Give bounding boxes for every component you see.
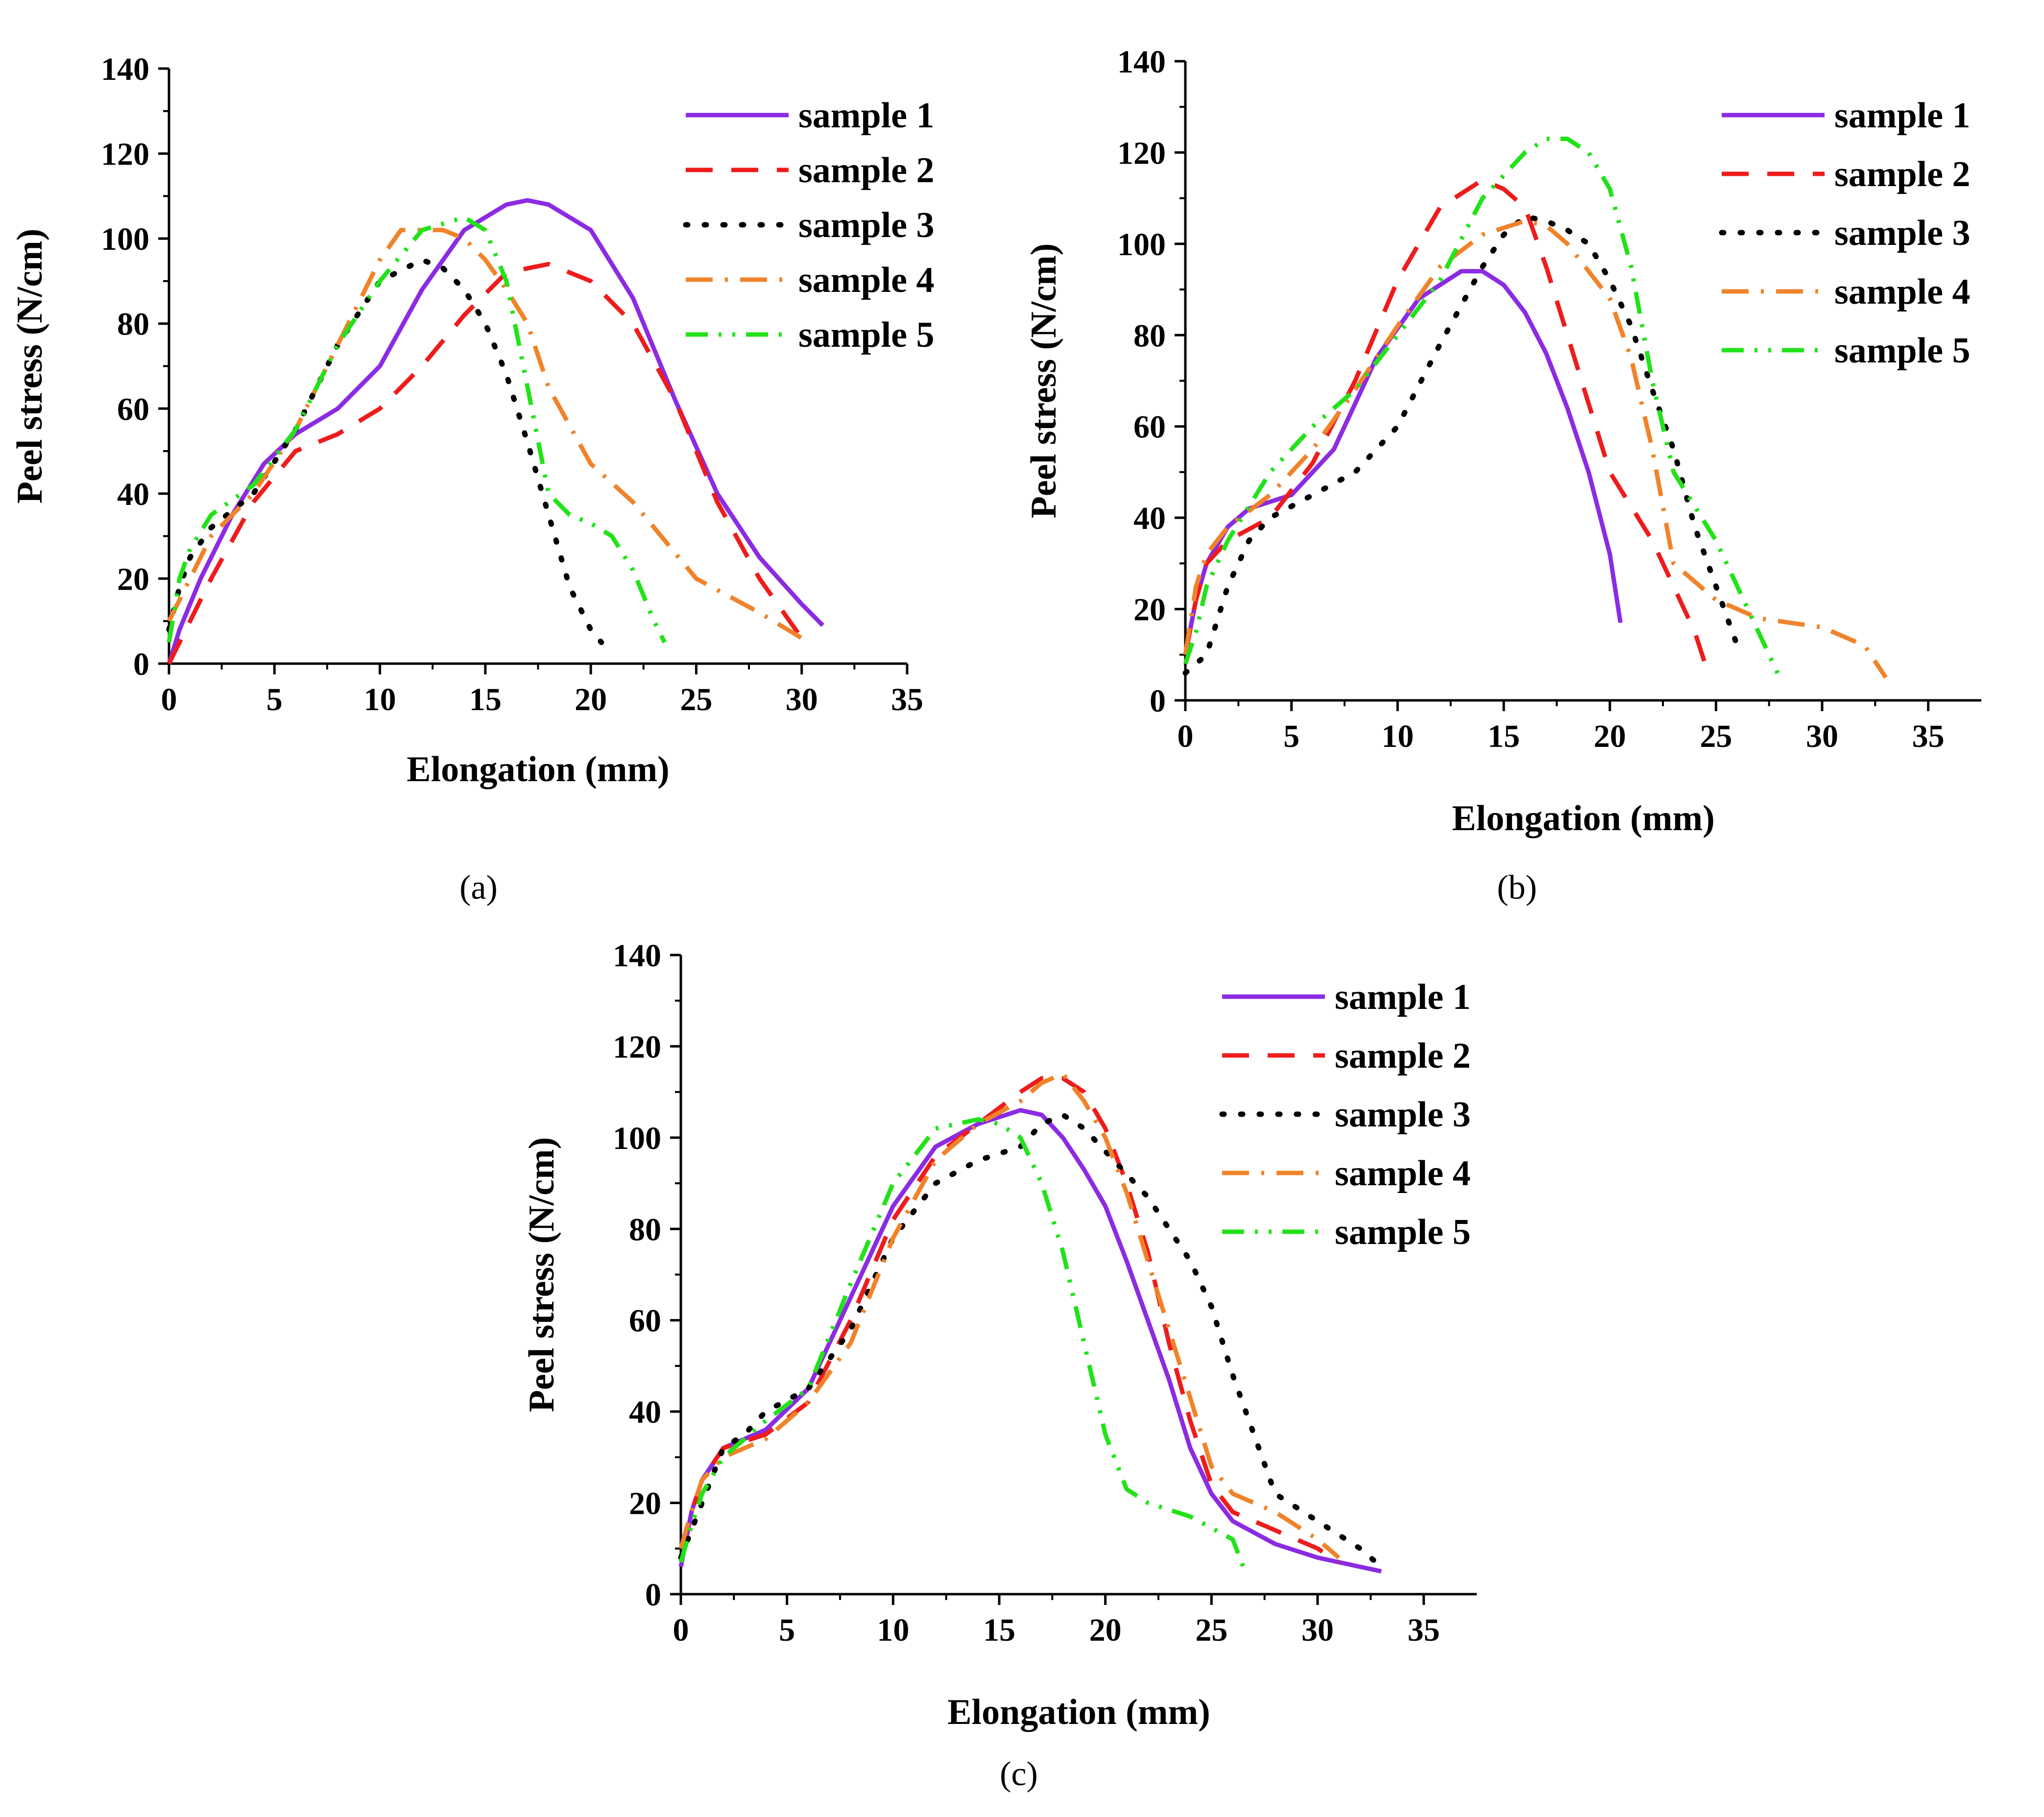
y-axis-title: Peel stress (N/cm) — [522, 1137, 562, 1412]
panel-caption: (b) — [1497, 869, 1537, 907]
legend-label-sample-1: sample 1 — [1335, 977, 1471, 1017]
y-tick-label: 120 — [613, 1029, 661, 1065]
panel-caption: (c) — [1000, 1755, 1038, 1793]
legend-label-sample-2: sample 2 — [798, 150, 935, 191]
x-tick-label: 5 — [266, 682, 283, 717]
x-tick-label: 35 — [1912, 718, 1945, 754]
x-tick-label: 0 — [1178, 718, 1194, 754]
x-axis-title: Elongation (mm) — [1452, 798, 1715, 838]
y-tick-label: 100 — [101, 221, 149, 257]
y-tick-label: 60 — [629, 1303, 661, 1339]
series-line-sample-5 — [167, 215, 667, 644]
x-tick-label: 25 — [1195, 1612, 1227, 1648]
legend-label-sample-5: sample 5 — [798, 315, 935, 355]
x-tick-label: 35 — [891, 682, 923, 717]
series-line-sample-1 — [678, 1108, 1382, 1574]
series-line-sample-4 — [678, 1071, 1341, 1559]
y-tick-label: 140 — [1117, 44, 1166, 80]
legend-label-sample-1: sample 1 — [1834, 96, 1971, 136]
panel-c: 0 5 10 15 20 25 30 35 0 20 40 60 80 100 120 140 Elongati… — [522, 938, 1477, 1793]
series-line-sample-4 — [167, 228, 803, 640]
y-tick-label: 100 — [613, 1121, 661, 1156]
legend: sample 1 sample 2 sample 3 sample 4 sample 5 — [1719, 96, 1971, 371]
x-tick-label: 30 — [1301, 1612, 1334, 1648]
y-tick-label: 0 — [133, 646, 149, 682]
legend: sample 1 sample 2 sample 3 sample 4 sample 5 — [1219, 977, 1471, 1252]
x-tick-label: 10 — [1381, 718, 1414, 754]
series-line-sample-4 — [1183, 218, 1888, 679]
legend-label-sample-2: sample 2 — [1834, 154, 1971, 194]
x-tick-label: 35 — [1408, 1612, 1440, 1648]
legend-label-sample-3: sample 3 — [798, 205, 935, 245]
legend: sample 1 sample 2 sample 3 sample 4 sample 5 — [683, 96, 935, 355]
x-tick-label: 30 — [786, 682, 818, 717]
x-tick-label: 25 — [680, 682, 712, 717]
legend-label-sample-3: sample 3 — [1834, 213, 1971, 253]
y-tick-label: 40 — [1133, 501, 1166, 536]
x-tick-label: 20 — [1594, 718, 1626, 754]
legend-label-sample-1: sample 1 — [798, 96, 935, 136]
x-tick-label: 30 — [1806, 718, 1838, 754]
x-axis-title: Elongation (mm) — [407, 749, 670, 789]
series-line-sample-5 — [678, 1117, 1246, 1568]
legend-label-sample-3: sample 3 — [1335, 1095, 1471, 1135]
x-tick-label: 10 — [877, 1612, 909, 1648]
x-axis-title: Elongation (mm) — [947, 1692, 1210, 1732]
series-line-sample-2 — [167, 262, 804, 665]
y-tick-label: 0 — [645, 1577, 661, 1613]
series-line-sample-1 — [167, 198, 824, 665]
legend-label-sample-4: sample 4 — [1834, 272, 1971, 312]
y-tick-label: 60 — [117, 391, 149, 427]
x-tick-label: 15 — [1488, 718, 1520, 754]
series-line-sample-2 — [678, 1076, 1340, 1564]
x-tick-label: 20 — [1089, 1612, 1122, 1648]
x-tick-label: 5 — [1283, 718, 1299, 754]
y-tick-label: 60 — [1133, 409, 1166, 445]
y-tick-label: 40 — [629, 1394, 661, 1430]
x-tick-label: 25 — [1700, 718, 1732, 754]
panel-caption: (a) — [459, 869, 498, 907]
y-axis-title: Peel stress (N/cm) — [1024, 243, 1064, 519]
legend-label-sample-5: sample 5 — [1335, 1212, 1471, 1252]
legend-label-sample-5: sample 5 — [1834, 331, 1971, 371]
x-tick-label: 10 — [364, 682, 396, 717]
y-tick-label: 140 — [613, 938, 661, 974]
y-tick-label: 80 — [1133, 318, 1166, 354]
series-line-sample-3 — [1182, 214, 1740, 676]
y-tick-label: 120 — [1117, 135, 1166, 171]
x-tick-label: 15 — [983, 1612, 1015, 1648]
y-tick-label: 20 — [629, 1486, 661, 1522]
y-tick-label: 80 — [117, 307, 149, 342]
y-tick-label: 80 — [629, 1212, 661, 1247]
y-axis-title: Peel stress (N/cm) — [10, 229, 50, 504]
y-tick-label: 0 — [1150, 683, 1166, 719]
legend-label-sample-2: sample 2 — [1335, 1036, 1471, 1076]
y-tick-label: 20 — [1133, 592, 1166, 628]
y-tick-label: 140 — [101, 51, 149, 87]
panel-a: 0 5 10 15 20 25 30 35 0 20 40 60 80 100 120 140 Elongati… — [10, 51, 935, 907]
y-tick-label: 100 — [1117, 227, 1166, 263]
legend-label-sample-4: sample 4 — [798, 260, 935, 300]
legend-label-sample-4: sample 4 — [1335, 1153, 1471, 1194]
x-tick-label: 5 — [779, 1612, 795, 1648]
x-tick-label: 0 — [161, 682, 177, 717]
series-line-sample-5 — [1183, 137, 1782, 679]
panel-b: 0 5 10 15 20 25 30 35 0 20 40 60 80 100 120 140 Elongati… — [1024, 44, 1981, 907]
y-tick-label: 20 — [117, 561, 149, 597]
x-tick-label: 0 — [673, 1612, 689, 1648]
x-tick-label: 15 — [469, 682, 502, 717]
y-tick-label: 40 — [117, 477, 149, 512]
x-tick-label: 20 — [575, 682, 607, 717]
y-tick-label: 120 — [101, 137, 149, 172]
